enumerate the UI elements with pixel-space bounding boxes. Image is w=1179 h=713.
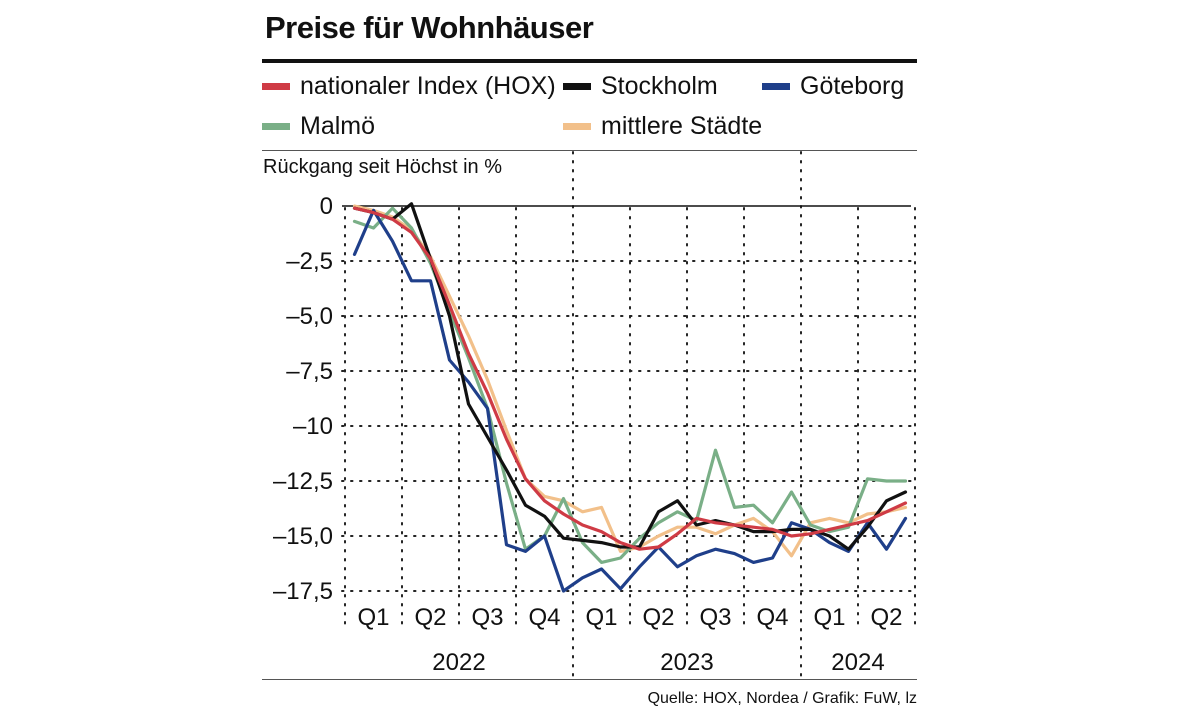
y-tick-label: –7,5	[286, 358, 333, 385]
x-tick-label: Q1	[813, 604, 845, 631]
y-tick-label: –5,0	[286, 303, 333, 330]
y-tick-label: –17,5	[273, 578, 333, 605]
title-rule	[262, 59, 917, 63]
legend-label-malmoe: Malmö	[300, 112, 376, 140]
legend-swatch-goeteborg	[762, 83, 790, 90]
source-note: Quelle: HOX, Nordea / Grafik: FuW, lz	[647, 690, 917, 707]
legend-swatch-mittlere-staedte	[563, 123, 591, 130]
x-tick-label: Q4	[756, 604, 788, 631]
x-tick-label: Q4	[528, 604, 560, 631]
x-tick-label: Q2	[870, 604, 902, 631]
y-axis-label: Rückgang seit Höchst in %	[263, 156, 503, 178]
chart-title: Preise für Wohnhäuser	[265, 10, 594, 45]
x-tick-label: Q1	[357, 604, 389, 631]
legend-entry-stockholm: Stockholm	[563, 72, 718, 101]
legend-label-mittlere-staedte: mittlere Städte	[601, 112, 763, 140]
legend-entry-mittlere-staedte: mittlere Städte	[563, 112, 762, 141]
legend-swatch-hox	[262, 83, 290, 90]
legend-swatch-malmoe	[262, 123, 290, 130]
year-label: 2024	[831, 649, 884, 676]
legend-label-stockholm: Stockholm	[601, 72, 718, 100]
x-tick-label: Q1	[585, 604, 617, 631]
year-label: 2023	[660, 649, 713, 676]
y-tick-label: –15,0	[273, 523, 333, 550]
y-tick-label: 0	[320, 193, 333, 220]
legend-swatch-stockholm	[563, 83, 591, 90]
x-tick-label: Q3	[471, 604, 503, 631]
y-tick-label: –10	[293, 413, 333, 440]
y-tick-label: –12,5	[273, 468, 333, 495]
legend-rule	[262, 150, 917, 151]
legend-entry-goeteborg: Göteborg	[762, 72, 904, 101]
legend-entry-malmoe: Malmö	[262, 112, 375, 141]
legend-label-hox: nationaler Index (HOX)	[300, 72, 556, 100]
x-tick-label: Q2	[642, 604, 674, 631]
year-label: 2022	[432, 649, 485, 676]
legend-entry-hox: nationaler Index (HOX)	[262, 72, 556, 101]
y-tick-label: –2,5	[286, 248, 333, 275]
x-tick-label: Q2	[414, 604, 446, 631]
legend-label-goeteborg: Göteborg	[800, 72, 905, 100]
footer-rule	[262, 679, 917, 680]
series-line-hox	[352, 206, 908, 551]
x-tick-label: Q3	[699, 604, 731, 631]
